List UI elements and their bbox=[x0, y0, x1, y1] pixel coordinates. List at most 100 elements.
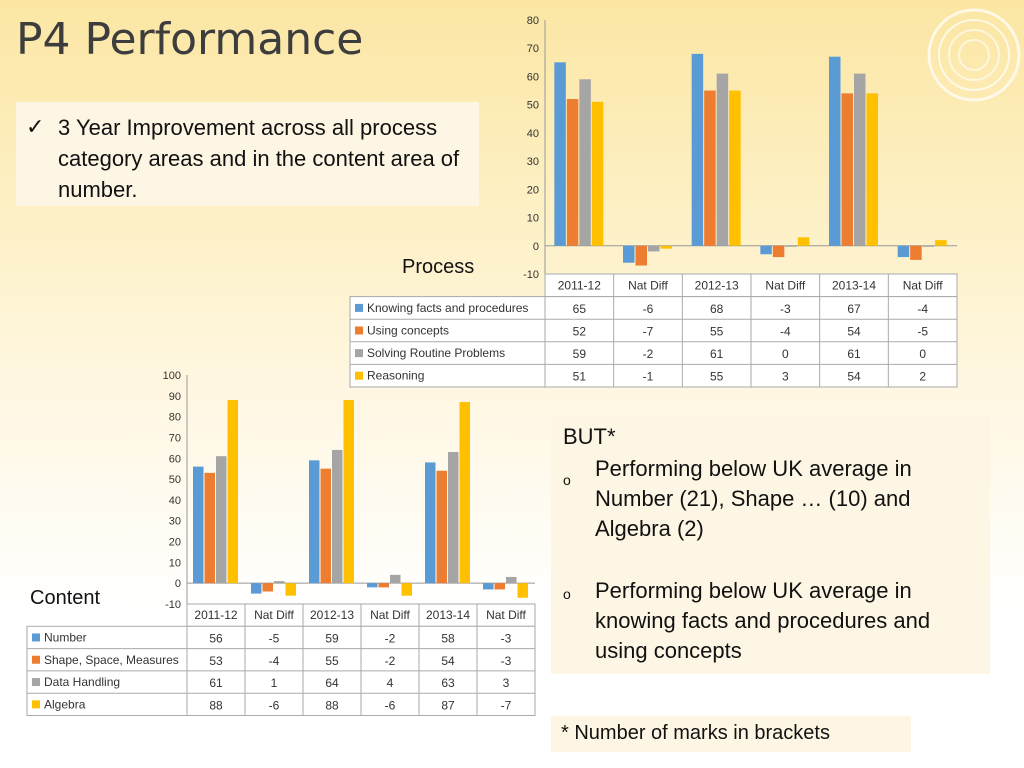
table-value: 61 bbox=[710, 347, 724, 361]
table-value: -3 bbox=[501, 654, 512, 668]
bar bbox=[935, 240, 947, 246]
bar bbox=[367, 583, 378, 588]
y-tick-label: -10 bbox=[165, 599, 181, 611]
bar bbox=[623, 245, 635, 263]
bar bbox=[729, 90, 741, 246]
process-label: Process bbox=[402, 256, 475, 278]
table-value: -6 bbox=[643, 302, 654, 316]
y-tick-label: 20 bbox=[169, 537, 181, 549]
y-tick-label: 10 bbox=[169, 557, 181, 569]
bar bbox=[866, 93, 878, 246]
table-value: -5 bbox=[917, 325, 928, 339]
table-value: -1 bbox=[643, 370, 654, 384]
bar bbox=[204, 472, 215, 584]
bar bbox=[635, 245, 647, 266]
bar bbox=[459, 402, 470, 584]
table-value: -6 bbox=[385, 698, 396, 712]
table-value: 63 bbox=[441, 676, 455, 690]
bar bbox=[554, 62, 566, 246]
y-tick-label: 20 bbox=[527, 184, 539, 196]
bar bbox=[910, 245, 922, 260]
bar bbox=[448, 452, 459, 584]
bar bbox=[841, 93, 853, 246]
table-category-label: Nat Diff bbox=[765, 278, 805, 292]
bar bbox=[716, 73, 729, 246]
bar bbox=[436, 470, 447, 584]
y-tick-label: 60 bbox=[527, 71, 539, 83]
bar bbox=[378, 583, 389, 588]
decorative-rings bbox=[927, 8, 1021, 102]
table-category-label: Nat Diff bbox=[486, 608, 526, 622]
table-value: -3 bbox=[780, 302, 791, 316]
legend-swatch bbox=[355, 371, 363, 380]
bar bbox=[660, 245, 672, 249]
table-category-label: Nat Diff bbox=[628, 278, 668, 292]
legend-swatch bbox=[32, 678, 40, 687]
table-value: 56 bbox=[209, 631, 223, 645]
legend-swatch bbox=[32, 700, 40, 709]
bullet-icon: o bbox=[563, 586, 571, 602]
y-tick-label: 70 bbox=[169, 432, 181, 444]
legend-swatch bbox=[355, 326, 363, 335]
table-value: -4 bbox=[917, 302, 928, 316]
bullet-text-1: Performing below UK average in Number (2… bbox=[595, 456, 912, 541]
table-value: 51 bbox=[573, 370, 587, 384]
table-category-label: Nat Diff bbox=[903, 278, 943, 292]
table-value: -4 bbox=[780, 325, 791, 339]
bar bbox=[760, 245, 772, 255]
table-value: 67 bbox=[847, 302, 861, 316]
bar bbox=[425, 462, 436, 584]
table-value: -2 bbox=[643, 347, 654, 361]
table-value: 65 bbox=[573, 302, 587, 316]
bar bbox=[262, 583, 273, 592]
table-value: 0 bbox=[782, 347, 789, 361]
bar bbox=[216, 456, 227, 584]
table-value: 87 bbox=[441, 698, 455, 712]
table-value: 64 bbox=[325, 676, 339, 690]
table-value: 3 bbox=[782, 370, 789, 384]
y-tick-label: 60 bbox=[169, 453, 181, 465]
series-label: Algebra bbox=[44, 697, 86, 711]
y-tick-label: 10 bbox=[527, 213, 539, 225]
y-tick-label: 50 bbox=[169, 474, 181, 486]
y-tick-label: 0 bbox=[533, 241, 539, 253]
y-tick-label: 50 bbox=[527, 100, 539, 112]
bar bbox=[566, 99, 579, 246]
bar bbox=[274, 581, 285, 584]
bar bbox=[193, 466, 204, 584]
table-value: 59 bbox=[325, 631, 339, 645]
y-tick-label: 80 bbox=[169, 412, 181, 424]
y-tick-label: 90 bbox=[169, 391, 181, 403]
bar bbox=[922, 245, 935, 247]
legend-swatch bbox=[32, 633, 40, 642]
y-tick-label: 30 bbox=[527, 156, 539, 168]
table-value: 54 bbox=[847, 325, 861, 339]
bar bbox=[390, 574, 401, 584]
table-category-label: Nat Diff bbox=[370, 608, 410, 622]
bar bbox=[343, 399, 354, 584]
series-label: Shape, Space, Measures bbox=[44, 653, 179, 667]
legend-swatch bbox=[355, 303, 363, 312]
bar bbox=[401, 583, 412, 596]
table-value: 54 bbox=[441, 654, 455, 668]
table-category-label: 2012-13 bbox=[310, 608, 354, 622]
bar bbox=[309, 460, 320, 584]
table-value: -7 bbox=[501, 698, 512, 712]
series-label: Reasoning bbox=[367, 369, 424, 383]
series-label: Data Handling bbox=[44, 675, 120, 689]
table-category-label: 2011-12 bbox=[194, 608, 237, 622]
table-value: 0 bbox=[919, 347, 926, 361]
table-value: -2 bbox=[385, 631, 396, 645]
y-tick-label: 40 bbox=[169, 495, 181, 507]
y-tick-label: 80 bbox=[527, 15, 539, 27]
y-tick-label: 40 bbox=[527, 128, 539, 140]
bar bbox=[506, 576, 517, 584]
bar bbox=[829, 56, 841, 246]
check-icon: ✓ bbox=[26, 114, 45, 139]
bar bbox=[494, 583, 505, 590]
table-value: 58 bbox=[441, 631, 455, 645]
footnote-text: * Number of marks in brackets bbox=[561, 722, 830, 744]
table-value: -4 bbox=[269, 654, 280, 668]
table-category-label: 2013-14 bbox=[832, 278, 876, 292]
table-value: 2 bbox=[919, 370, 926, 384]
